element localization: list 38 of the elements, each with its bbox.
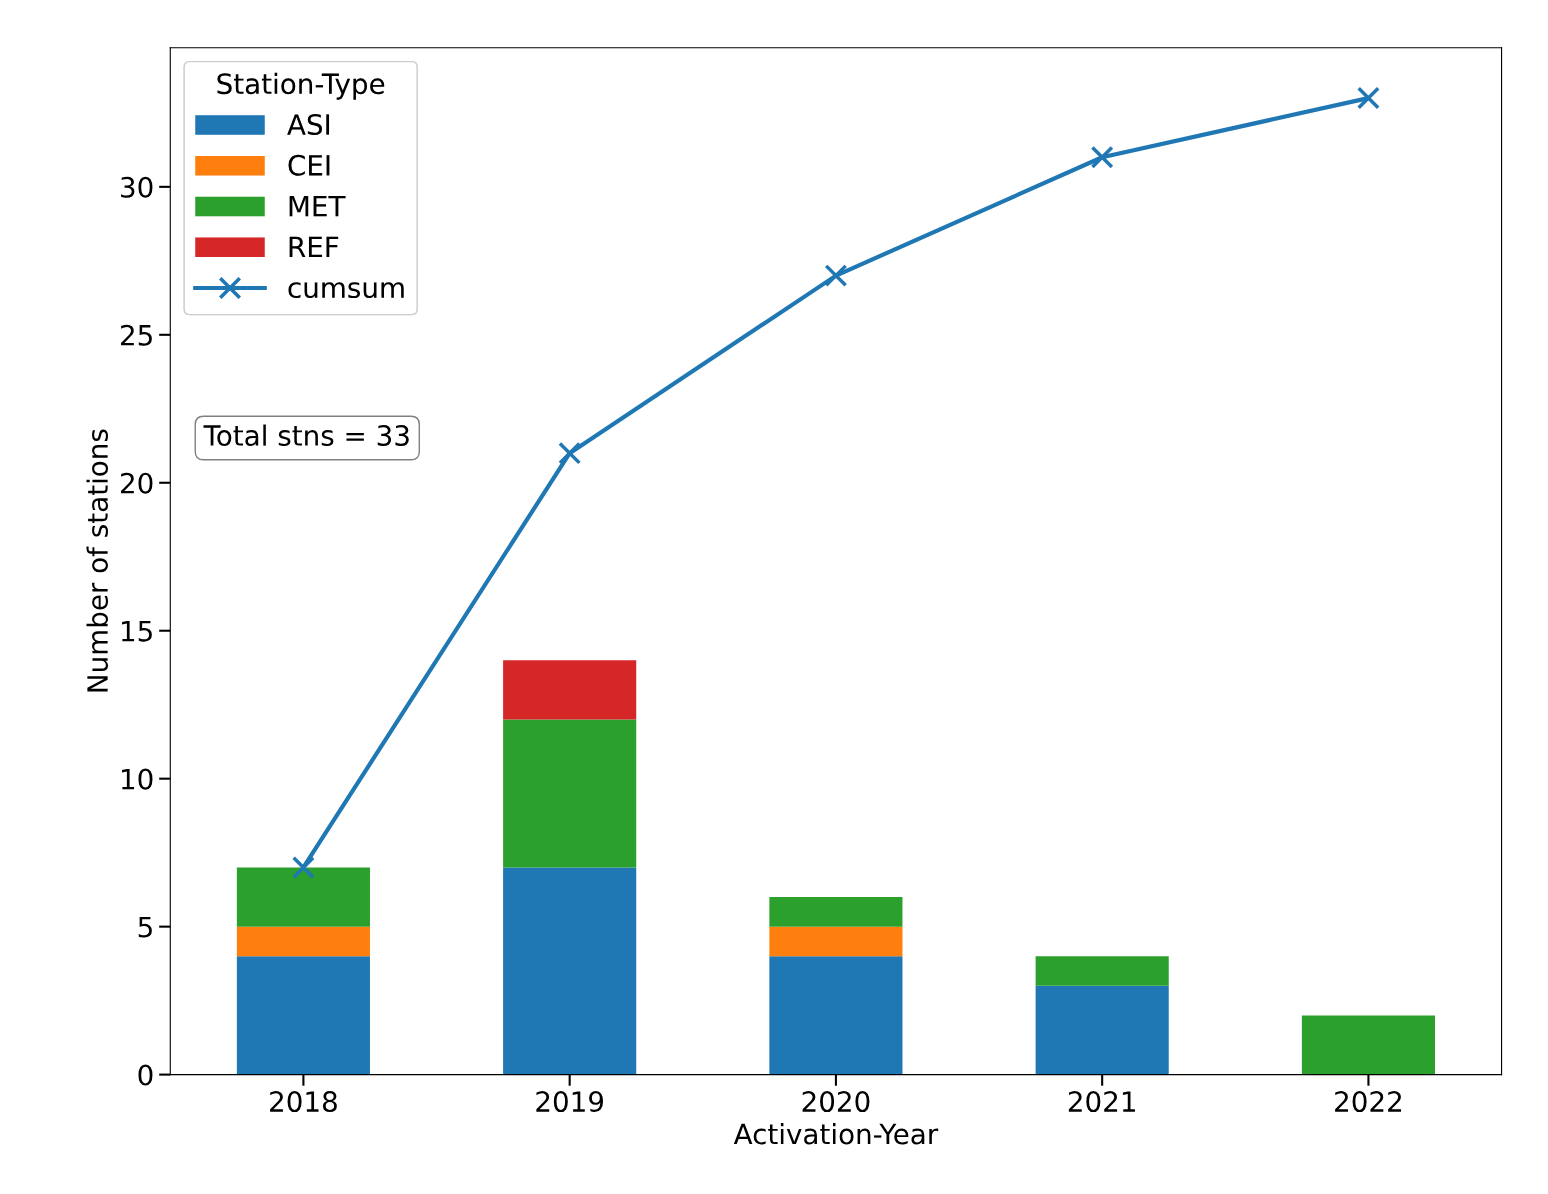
annotation: Total stns = 33 <box>203 424 409 447</box>
y-tick-label: 20 <box>121 472 153 494</box>
y-axis-title: Number of stations <box>86 429 109 692</box>
y-tick-label: 15 <box>122 621 152 642</box>
y-tick-label: 10 <box>122 768 153 790</box>
legend-label: CEI <box>288 154 330 176</box>
x-axis-title: Activation-Year <box>733 1123 939 1145</box>
legend-label: MET <box>289 195 346 217</box>
bar <box>236 926 370 957</box>
bar <box>503 719 637 868</box>
x-tick-label: 2019 <box>536 1091 604 1113</box>
legend-label: cumsum <box>288 282 404 299</box>
x-tick-label: 2021 <box>1068 1091 1135 1113</box>
x-tick-label: 2018 <box>270 1091 337 1113</box>
bar <box>1301 1015 1435 1075</box>
legend-label: REF <box>289 236 339 257</box>
bar <box>503 867 637 1075</box>
point <box>1356 86 1380 110</box>
x-tick-label: 2020 <box>802 1091 870 1113</box>
y-tick-label: 30 <box>121 176 153 198</box>
bar <box>236 956 370 1075</box>
bar <box>769 956 903 1075</box>
bar <box>1035 985 1169 1075</box>
point <box>824 264 848 288</box>
bar <box>1035 956 1169 986</box>
point <box>291 855 315 879</box>
bar <box>503 660 637 720</box>
bar <box>236 867 370 927</box>
point <box>558 441 582 465</box>
point <box>1090 145 1114 169</box>
y-tick-label: 0 <box>138 1064 153 1086</box>
bar <box>769 897 903 927</box>
bar <box>769 926 903 957</box>
x-tick-label: 2022 <box>1335 1091 1401 1113</box>
legend-label: ASI <box>287 114 330 136</box>
legend-title: Station-Type <box>217 72 385 100</box>
y-tick-label: 5 <box>138 916 152 938</box>
y-tick-label: 25 <box>121 324 152 346</box>
